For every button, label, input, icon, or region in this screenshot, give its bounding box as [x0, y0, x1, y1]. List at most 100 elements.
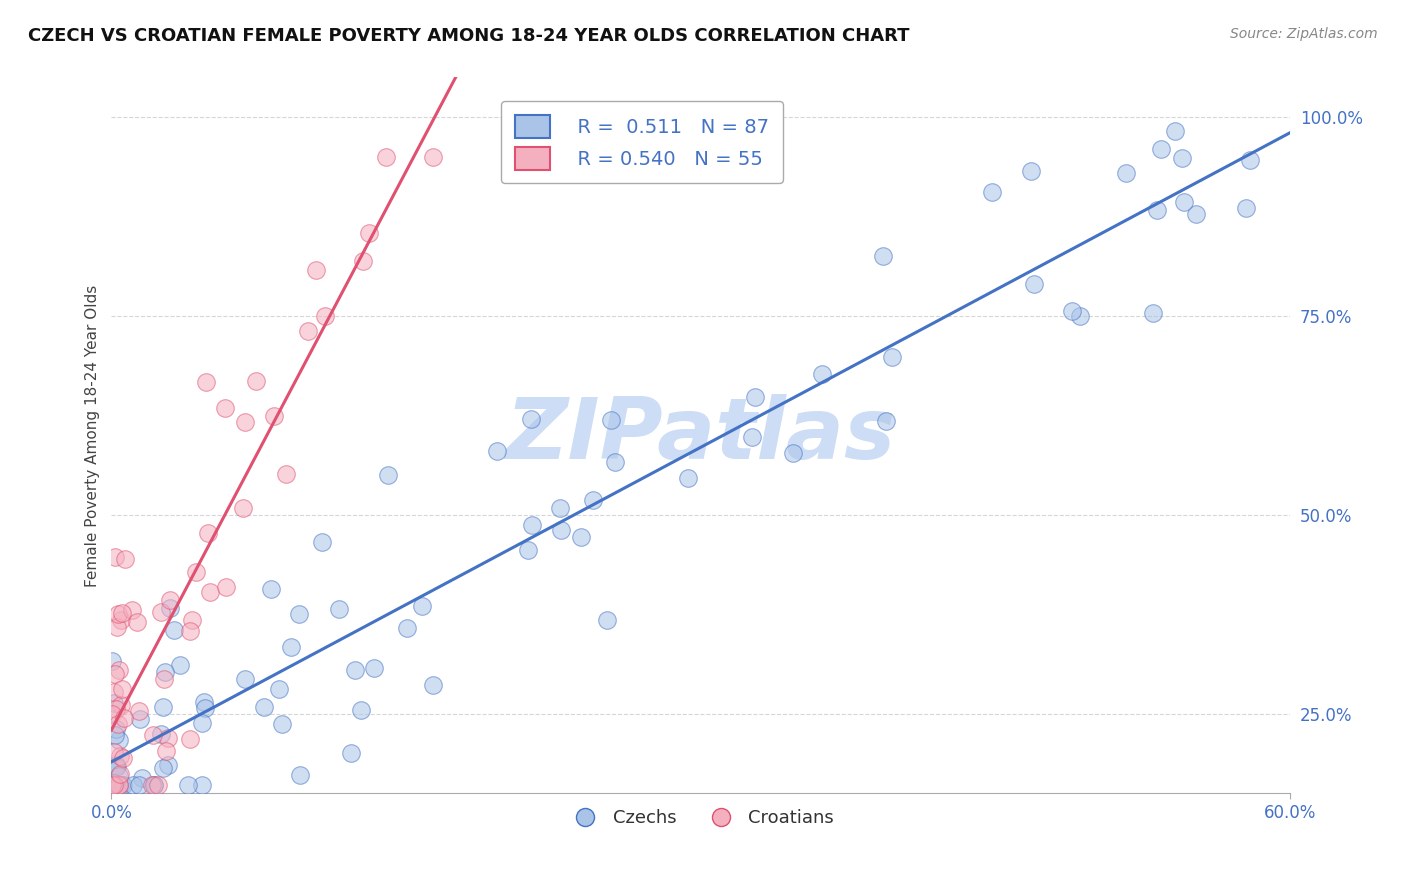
Point — [103, 696, 125, 710]
Point — [104, 728, 127, 742]
Point — [200, 585, 222, 599]
Point — [150, 727, 173, 741]
Point — [103, 778, 125, 792]
Point — [550, 523, 572, 537]
Point — [231, 501, 253, 516]
Point — [122, 778, 145, 792]
Point — [520, 517, 543, 532]
Point — [103, 745, 125, 759]
Point — [101, 707, 124, 722]
Point — [233, 673, 256, 687]
Point — [280, 640, 302, 654]
Point — [271, 717, 294, 731]
Point — [1170, 151, 1192, 165]
Point — [108, 778, 131, 792]
Point — [112, 711, 135, 725]
Point — [600, 413, 623, 427]
Point — [1062, 304, 1084, 318]
Point — [114, 551, 136, 566]
Point — [107, 778, 129, 792]
Point — [125, 615, 148, 629]
Point — [377, 468, 399, 483]
Point — [190, 716, 212, 731]
Point — [422, 150, 444, 164]
Point — [107, 732, 129, 747]
Point — [105, 620, 128, 634]
Point — [875, 414, 897, 428]
Point — [297, 324, 319, 338]
Point — [880, 350, 903, 364]
Point — [1234, 201, 1257, 215]
Point — [143, 778, 166, 792]
Point — [352, 253, 374, 268]
Point — [156, 731, 179, 745]
Point — [422, 678, 444, 692]
Point — [1173, 195, 1195, 210]
Point — [744, 390, 766, 404]
Point — [108, 663, 131, 677]
Point — [104, 549, 127, 564]
Point — [195, 375, 218, 389]
Point — [981, 186, 1004, 200]
Point — [110, 778, 132, 792]
Point — [156, 757, 179, 772]
Point — [150, 605, 173, 619]
Point — [1164, 124, 1187, 138]
Point — [215, 580, 238, 594]
Point — [193, 695, 215, 709]
Point — [1069, 309, 1091, 323]
Point — [101, 655, 124, 669]
Point — [146, 778, 169, 792]
Point — [181, 613, 204, 627]
Point — [152, 761, 174, 775]
Point — [582, 492, 605, 507]
Point — [1239, 153, 1261, 167]
Point — [176, 778, 198, 792]
Point — [107, 717, 129, 731]
Point — [107, 778, 129, 792]
Point — [395, 621, 418, 635]
Point — [111, 751, 134, 765]
Point — [782, 446, 804, 460]
Point — [267, 682, 290, 697]
Point — [517, 543, 540, 558]
Point — [142, 728, 165, 742]
Point — [128, 704, 150, 718]
Point — [153, 665, 176, 680]
Point — [104, 667, 127, 681]
Point — [155, 744, 177, 758]
Point — [100, 778, 122, 792]
Point — [163, 623, 186, 637]
Point — [105, 722, 128, 736]
Point — [131, 771, 153, 785]
Point — [169, 658, 191, 673]
Point — [101, 778, 124, 792]
Point — [569, 530, 592, 544]
Point — [872, 249, 894, 263]
Point — [142, 778, 165, 792]
Point — [111, 681, 134, 696]
Point — [1024, 277, 1046, 292]
Point — [179, 624, 201, 638]
Point — [190, 778, 212, 792]
Point — [112, 778, 135, 792]
Point — [1142, 306, 1164, 320]
Point — [1021, 164, 1043, 178]
Point — [103, 685, 125, 699]
Point — [159, 593, 181, 607]
Point — [108, 748, 131, 763]
Point — [1115, 166, 1137, 180]
Point — [107, 607, 129, 622]
Point — [374, 150, 396, 164]
Point — [110, 698, 132, 713]
Point — [103, 776, 125, 790]
Point — [357, 226, 380, 240]
Point — [741, 430, 763, 444]
Point — [110, 613, 132, 627]
Y-axis label: Female Poverty Among 18-24 Year Olds: Female Poverty Among 18-24 Year Olds — [86, 285, 100, 587]
Point — [253, 700, 276, 714]
Point — [194, 701, 217, 715]
Point — [108, 769, 131, 783]
Point — [486, 443, 509, 458]
Point — [104, 702, 127, 716]
